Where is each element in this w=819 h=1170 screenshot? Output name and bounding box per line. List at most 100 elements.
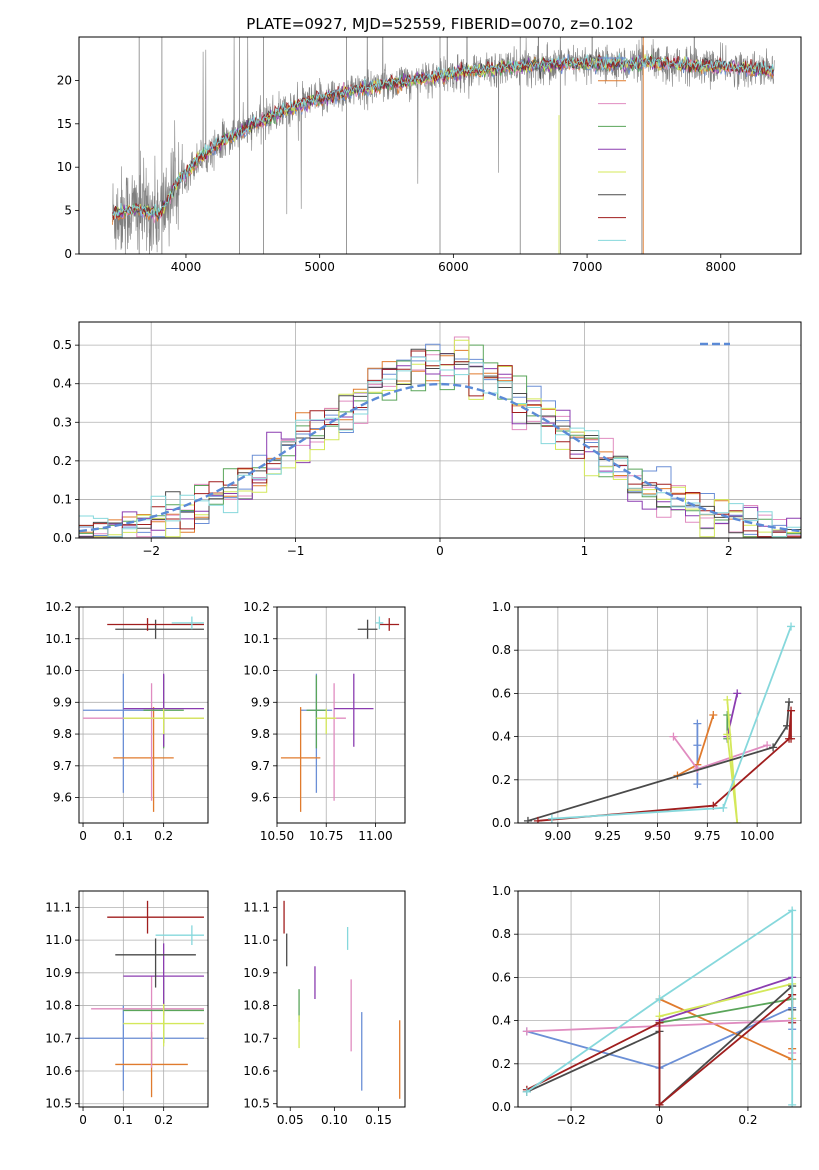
mass_vs_ebv-plot-area — [283, 900, 401, 1099]
x-tick-label: 0.1 — [114, 1113, 133, 1127]
weight-marker — [693, 719, 702, 728]
x-tick-label: 4000 — [171, 260, 202, 274]
weight-line — [726, 699, 739, 823]
x-tick-label: 0 — [79, 829, 87, 843]
weight-marker — [655, 1018, 664, 1027]
y-tick-label: 10.9 — [45, 966, 72, 980]
y-tick-label: 10.5 — [243, 1097, 270, 1111]
y-tick-label: 10.7 — [45, 1031, 72, 1045]
weight-marker — [655, 995, 664, 1003]
figure-title: PLATE=0927, MJD=52559, FIBERID=0070, z=0… — [246, 15, 633, 33]
weight-marker — [723, 730, 732, 739]
y-tick-label: 10.1 — [243, 632, 270, 646]
weight-marker — [787, 706, 796, 715]
x-tick-label: 1 — [581, 544, 589, 558]
normal-curve — [79, 382, 801, 533]
age_vs_mass-plot-area — [280, 616, 400, 812]
y-tick-label: 5 — [64, 204, 72, 218]
y-tick-label: 10.6 — [45, 1064, 72, 1078]
observed-spectrum — [112, 37, 775, 254]
y-tick-label: 0.0 — [53, 531, 72, 545]
x-tick-label: 0.1 — [114, 829, 133, 843]
y-tick-label: 10.7 — [243, 1031, 270, 1045]
x-tick-label: −1 — [287, 544, 305, 558]
weight-marker — [785, 698, 794, 707]
weight-marker — [522, 1027, 531, 1036]
x-tick-label: 0.15 — [365, 1113, 392, 1127]
x-tick-label: 9.25 — [594, 829, 621, 843]
y-tick-label: 0.4 — [492, 730, 511, 744]
weight-marker — [655, 1100, 664, 1107]
y-tick-label: 0.6 — [492, 686, 511, 700]
y-tick-label: 0.8 — [492, 927, 511, 941]
weight-line — [551, 626, 792, 820]
weight_vs_age-plot-area — [523, 622, 796, 823]
axes-frame — [276, 606, 406, 824]
weight-line — [659, 998, 793, 1024]
y-tick-label: 10.6 — [243, 1064, 270, 1078]
y-tick-label: 9.9 — [53, 695, 72, 709]
y-tick-label: 10.1 — [45, 632, 72, 646]
y-tick-label: 15 — [57, 117, 72, 131]
mass_vs_ebv-axes: 0.05 0.10 0.15 10.5 10.6 10.7 10.8 10.9 11.0 11.1 — [243, 890, 406, 1127]
x-tick-label: 0.2 — [154, 829, 173, 843]
weight-marker — [533, 816, 542, 823]
age_vs_mass-axes: 10.50 10.75 11.00 9.6 9.7 9.8 9.9 10.0 10.1 10.2 — [243, 600, 406, 843]
weight_vs_Z-plot-area — [522, 906, 797, 1107]
weight-marker — [719, 803, 728, 812]
mass_vs_Z-plot-area — [79, 900, 204, 1098]
weight-line — [659, 976, 793, 1022]
y-tick-label: 9.7 — [53, 759, 72, 773]
y-tick-label: 9.8 — [251, 727, 270, 741]
y-tick-label: 9.8 — [53, 727, 72, 741]
y-tick-label: 10.5 — [45, 1097, 72, 1111]
model-spectrum-line — [112, 53, 774, 220]
weight-marker — [669, 732, 678, 741]
y-tick-label: 10.9 — [243, 966, 270, 980]
x-tick-label: 0 — [79, 1113, 87, 1127]
weight-marker — [723, 711, 732, 719]
weight_vs_age-axes: 9.00 9.25 9.50 9.75 10.00 0.0 0.2 0.4 0.6 0.8 1.0 — [492, 600, 802, 843]
x-tick-label: 0 — [656, 1113, 664, 1127]
weight-marker — [733, 689, 742, 698]
x-tick-label: 6000 — [438, 260, 469, 274]
y-tick-label: 0.2 — [492, 773, 511, 787]
weight-marker — [788, 1100, 797, 1107]
y-tick-label: 0.5 — [53, 338, 72, 352]
y-tick-label: 9.9 — [251, 695, 270, 709]
x-tick-label: 0.05 — [277, 1113, 304, 1127]
axes-frame — [78, 890, 209, 1108]
y-tick-label: 10 — [57, 160, 72, 174]
weight-marker — [709, 711, 718, 719]
y-tick-label: 11.1 — [243, 900, 270, 914]
x-tick-label: 11.00 — [358, 829, 392, 843]
age_vs_Z-axes: 0 0.1 0.2 9.6 9.7 9.8 9.9 10.0 10.1 10.2 — [45, 600, 209, 843]
y-tick-label: 0.2 — [53, 454, 72, 468]
weight-marker — [693, 741, 702, 750]
weight-marker — [763, 741, 772, 750]
weight-marker — [523, 816, 532, 823]
y-tick-label: 1.0 — [492, 600, 511, 614]
y-tick-label: 1.0 — [492, 884, 511, 898]
x-tick-label: 7000 — [572, 260, 603, 274]
y-tick-label: 10.2 — [45, 600, 72, 614]
age_vs_Z-plot-area — [83, 616, 204, 812]
y-tick-label: 9.7 — [251, 759, 270, 773]
axes-frame — [78, 321, 802, 539]
weight-marker — [723, 695, 732, 704]
x-tick-label: 0.10 — [321, 1113, 348, 1127]
y-tick-label: 0.4 — [492, 1014, 511, 1028]
x-tick-label: 10.00 — [740, 829, 774, 843]
x-tick-label: 8000 — [706, 260, 737, 274]
residuals-axes: −2 −1 0 1 2 0.0 0.1 0.2 0.3 0.4 0.5 — [53, 321, 802, 558]
axes-frame — [78, 36, 802, 255]
residuals-plot-area — [79, 336, 801, 538]
weight_vs_Z-axes: −0.2 0 0.2 0.0 0.2 0.4 0.6 0.8 1.0 — [492, 884, 802, 1127]
x-tick-label: 2 — [725, 544, 733, 558]
model-spectrum-line — [112, 54, 774, 220]
y-tick-label: 0.6 — [492, 970, 511, 984]
x-tick-label: 0.2 — [154, 1113, 173, 1127]
y-tick-label: 10.0 — [243, 664, 270, 678]
y-tick-label: 0.8 — [492, 643, 511, 657]
